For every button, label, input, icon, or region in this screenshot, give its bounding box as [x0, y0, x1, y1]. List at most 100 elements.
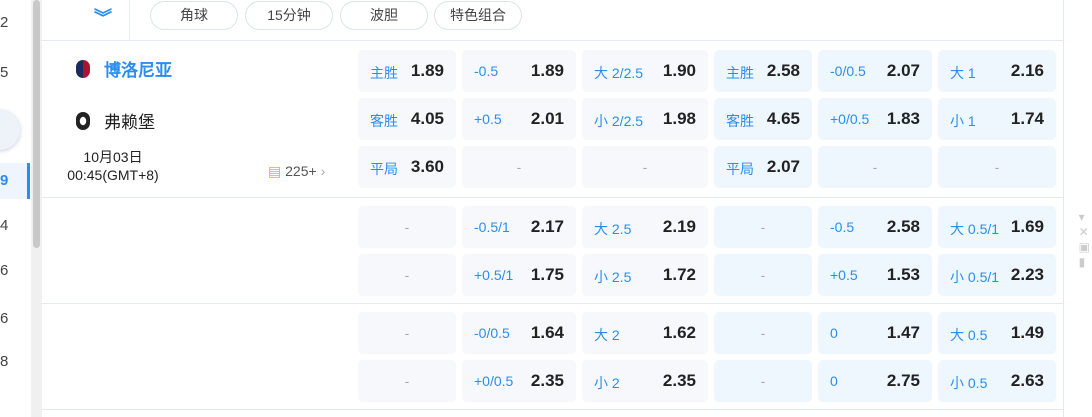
odds-value: 1.49 — [1010, 323, 1044, 342]
odds-cell[interactable]: - — [358, 360, 456, 402]
odds-label: 0 — [830, 373, 838, 389]
odds-value: 1.72 — [662, 265, 696, 284]
odds-label: +0.5 — [474, 111, 502, 127]
odds-cell[interactable]: 0 2.75 — [818, 360, 932, 402]
odds-label: 大 1 — [950, 65, 976, 81]
tab-specials[interactable]: 特色组合 — [434, 1, 522, 30]
sidebar-item[interactable]: 5 — [0, 64, 9, 81]
odds-cell[interactable]: +0/0.5 1.83 — [818, 98, 932, 140]
odds-cell[interactable]: - — [358, 206, 456, 248]
odds-value: 2.17 — [530, 217, 564, 236]
tab-15min[interactable]: 15分钟 — [245, 1, 333, 30]
odds-cell[interactable]: - — [714, 360, 812, 402]
sidebar-item[interactable]: 2 — [0, 14, 9, 31]
sidebar-item[interactable]: 6 — [0, 310, 9, 327]
home-team[interactable]: 博洛尼亚 — [76, 56, 172, 81]
odds-cell[interactable]: 主胜 2.58 — [714, 50, 812, 92]
away-team[interactable]: 弗赖堡 — [76, 108, 155, 133]
odds-cell[interactable]: - — [714, 254, 812, 296]
odds-cell[interactable]: 小 2.5 1.72 — [582, 254, 708, 296]
odds-value: 1.47 — [886, 323, 920, 342]
odds-cell[interactable]: -0.5/1 2.17 — [462, 206, 576, 248]
odds-value: 2.75 — [886, 371, 920, 390]
empty-odds: - — [760, 267, 766, 283]
sidebar-item[interactable]: 6 — [0, 262, 9, 279]
odds-label: +0/0.5 — [830, 111, 870, 127]
odds-cell[interactable]: 小 1 1.74 — [938, 98, 1056, 140]
odds-value: 2.07 — [766, 157, 800, 176]
odds-value: 2.16 — [1010, 61, 1044, 80]
odds-cell[interactable]: 大 2 1.62 — [582, 312, 708, 354]
odds-cell[interactable]: - — [714, 206, 812, 248]
odds-label: 主胜 — [726, 65, 754, 81]
odds-value: 2.07 — [886, 61, 920, 80]
scrollbar[interactable] — [31, 0, 42, 417]
right-toolbar-icons[interactable]: ▾ ✕ ▣ ▮ — [1078, 210, 1090, 269]
odds-cell[interactable]: - — [582, 146, 708, 188]
empty-odds: - — [404, 267, 410, 283]
odds-cell[interactable]: - — [714, 312, 812, 354]
odds-cell[interactable]: 平局 3.60 — [358, 146, 456, 188]
odds-cell[interactable]: 小 0.5 2.63 — [938, 360, 1056, 402]
odds-value: 1.64 — [530, 323, 564, 342]
odds-cell[interactable]: +0.5/1 1.75 — [462, 254, 576, 296]
odds-cell[interactable]: +0/0.5 2.35 — [462, 360, 576, 402]
filter-bar: ︾ 角球 15分钟 波胆 特色组合 — [42, 0, 1063, 41]
odds-cell[interactable]: - — [358, 312, 456, 354]
odds-cell[interactable]: 大 0.5 1.49 — [938, 312, 1056, 354]
odds-label: 主胜 — [370, 65, 398, 81]
odds-cell[interactable]: - — [462, 146, 576, 188]
odds-value: 2.01 — [530, 109, 564, 128]
odds-label: 小 0.5/1 — [950, 269, 1000, 285]
odds-label: +0.5 — [830, 267, 858, 283]
odds-group: - -0.5/1 2.17 大 2.5 2.19 - -0.5 2.58 大 0.5/1 1.69… — [42, 198, 1064, 304]
odds-cell[interactable]: 大 2/2.5 1.90 — [582, 50, 708, 92]
sidebar-bubble[interactable] — [0, 110, 20, 150]
odds-value: 1.89 — [410, 61, 444, 80]
odds-cell[interactable]: -0/0.5 2.07 — [818, 50, 932, 92]
odds-value: 1.90 — [662, 61, 696, 80]
odds-label: -0/0.5 — [474, 325, 510, 341]
tab-corners[interactable]: 角球 — [150, 1, 238, 30]
odds-cell[interactable]: 小 0.5/1 2.23 — [938, 254, 1056, 296]
empty-odds: - — [760, 219, 766, 235]
odds-value: 4.65 — [766, 109, 800, 128]
odds-cell[interactable]: 0 1.47 — [818, 312, 932, 354]
sidebar-item[interactable]: 8 — [0, 353, 9, 370]
tab-correct-score[interactable]: 波胆 — [340, 1, 428, 30]
odds-value: 2.19 — [662, 217, 696, 236]
odds-cell[interactable]: -0.5 1.89 — [462, 50, 576, 92]
market-list-icon: ▤ — [268, 163, 282, 179]
odds-value: 4.05 — [410, 109, 444, 128]
sidebar-item[interactable]: 9 — [0, 163, 30, 199]
odds-value: 2.35 — [530, 371, 564, 390]
odds-cell[interactable]: 大 1 2.16 — [938, 50, 1056, 92]
odds-cell[interactable]: -0.5 2.58 — [818, 206, 932, 248]
more-markets-link[interactable]: ▤ 225+ › — [268, 163, 326, 179]
odds-cell[interactable]: 主胜 1.89 — [358, 50, 456, 92]
scrollbar-thumb[interactable] — [33, 0, 40, 248]
odds-cell[interactable]: 客胜 4.05 — [358, 98, 456, 140]
odds-label: 小 2/2.5 — [594, 113, 644, 129]
sidebar-item[interactable]: 4 — [0, 217, 9, 234]
odds-cell[interactable]: 小 2/2.5 1.98 — [582, 98, 708, 140]
empty-odds: - — [404, 325, 410, 341]
odds-cell[interactable]: 客胜 4.65 — [714, 98, 812, 140]
odds-cell[interactable]: - — [938, 146, 1056, 188]
odds-cell[interactable]: 小 2 2.35 — [582, 360, 708, 402]
odds-cell[interactable]: -0/0.5 1.64 — [462, 312, 576, 354]
odds-cell[interactable]: +0.5 1.53 — [818, 254, 932, 296]
odds-label: +0.5/1 — [474, 267, 514, 283]
empty-odds: - — [516, 159, 522, 175]
odds-label: 小 2 — [594, 375, 620, 391]
odds-cell[interactable]: +0.5 2.01 — [462, 98, 576, 140]
odds-cell[interactable]: 大 0.5/1 1.69 — [938, 206, 1056, 248]
odds-cell[interactable]: 平局 2.07 — [714, 146, 812, 188]
odds-value: 2.58 — [766, 61, 800, 80]
odds-cell[interactable]: 大 2.5 2.19 — [582, 206, 708, 248]
odds-value: 2.58 — [886, 217, 920, 236]
odds-cell[interactable]: - — [818, 146, 932, 188]
odds-cell[interactable]: - — [358, 254, 456, 296]
double-chevron-down-icon[interactable]: ︾ — [94, 8, 112, 28]
freiburg-logo-icon — [76, 111, 90, 130]
